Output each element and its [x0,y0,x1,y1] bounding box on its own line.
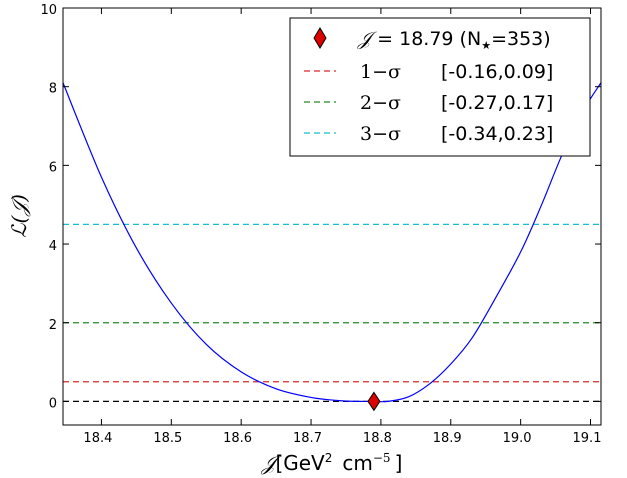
legend-best-fit-tail: =353) [491,28,551,50]
x-axis-exp2: −5 [373,451,391,465]
legend-interval-1sigma: [-0.16,0.09] [441,61,553,83]
y-tick-label: 8 [49,82,57,97]
legend-diamond-icon [313,27,327,49]
y-tick-label: 10 [40,3,57,18]
legend-best-fit: 𝒥 = 18.79 (N★=353) [357,28,551,52]
x-axis-unit-prefix: [GeV [275,451,325,475]
x-tick-label: 19.0 [503,431,532,446]
best-fit-marker [367,391,381,412]
x-tick-label: 18.6 [223,431,252,446]
legend-best-fit-eq: = 18.79 (N [371,28,481,50]
x-tick-label: 18.7 [293,431,322,446]
x-axis-unit-mid: cm [342,451,372,475]
legend-interval-3sigma: [-0.34,0.23] [441,123,553,145]
x-axis-exp1: 2 [325,451,333,465]
legend-interval-2sigma: [-0.27,0.17] [441,92,553,114]
legend-label-3sigma: 3−σ [360,123,401,145]
x-axis-unit-suffix: ] [395,451,403,475]
x-tick-label: 19.1 [573,431,602,446]
x-tick-labels: 18.4 18.5 18.6 18.7 18.8 18.9 19.0 19.1 [83,431,601,446]
y-tick-label: 4 [49,239,57,254]
sigma-lines [63,223,601,402]
plot-frame [62,7,602,426]
legend-best-fit-sub: ★ [481,39,491,52]
legend: 𝒥 = 18.79 (N★=353) 1−σ [-0.16,0.09] 2−σ … [289,17,591,157]
x-tick-label: 18.4 [83,431,112,446]
legend-label-2sigma: 2−σ [360,92,401,114]
x-tick-label: 18.8 [363,431,392,446]
x-axis-label: 𝒥[GeV2 cm−5] [261,451,403,475]
legend-box [289,17,591,157]
y-axis-label: ℒ(𝒥) [7,194,31,238]
y-tick-label: 0 [49,397,57,412]
y-tick-label: 6 [49,160,57,175]
y-tick-label: 2 [49,318,57,333]
legend-label-1sigma: 1−σ [360,61,401,83]
axis-ticks [63,7,601,425]
y-tick-labels: 0 2 4 6 8 10 [40,3,57,412]
x-tick-label: 18.9 [433,431,462,446]
x-tick-label: 18.5 [153,431,182,446]
